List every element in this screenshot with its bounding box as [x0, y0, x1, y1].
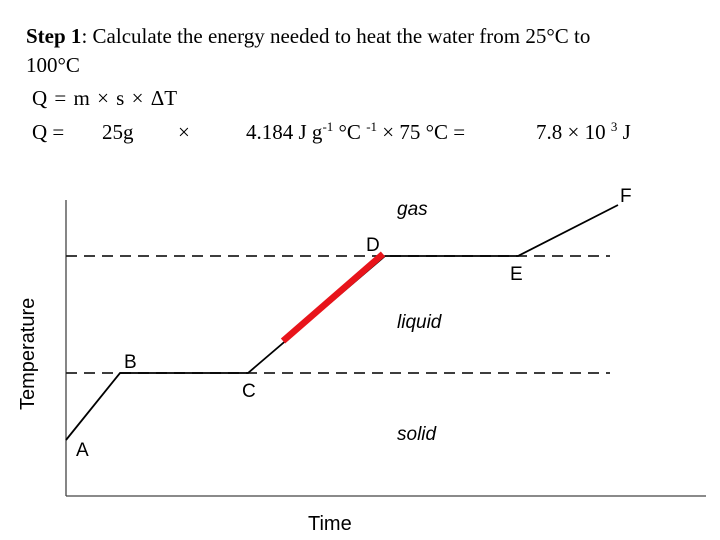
- specific-heat-mid: °C: [333, 120, 367, 144]
- calc-delta-t: 75 °C =: [399, 120, 466, 144]
- point-label-a: A: [76, 440, 89, 461]
- step-title: Step 1: Calculate the energy needed to h…: [26, 24, 590, 49]
- point-label-f: F: [620, 186, 632, 207]
- phase-label-solid: solid: [397, 424, 438, 445]
- specific-heat-exponent-2: -1: [366, 119, 378, 134]
- phase-label-gas: gas: [397, 199, 428, 220]
- step-separator: :: [81, 24, 88, 48]
- result-unit: J: [617, 120, 631, 144]
- highlighted-liquid-heating-segment: [280, 251, 386, 344]
- specific-heat-base: 4.184 J g: [246, 120, 323, 144]
- result-base: 7.8 × 10: [536, 120, 611, 144]
- y-axis-label: Temperature: [17, 298, 39, 410]
- calc-times-1: ×: [178, 120, 190, 144]
- calc-q-label: Q =: [32, 120, 65, 144]
- step-text-line2: 100°C: [26, 53, 80, 77]
- step-text-line1: Calculate the energy needed to heat the …: [87, 24, 591, 48]
- result-exponent: 3: [610, 119, 618, 134]
- calc-specific-heat-and-delta-t: 4.184 J g-1 °C -1 × 75 °C =: [246, 120, 465, 145]
- phase-label-liquid: liquid: [397, 312, 443, 333]
- point-label-e: E: [510, 264, 523, 285]
- point-label-b: B: [124, 352, 137, 373]
- step-label: Step 1: [26, 24, 82, 48]
- specific-heat-exponent-1: -1: [322, 119, 334, 134]
- heat-formula: Q = m × s × ΔT: [32, 86, 178, 110]
- heating-curve-line: [65, 204, 619, 441]
- calc-result: 7.8 × 10 3 J: [536, 120, 631, 145]
- calc-times-2: ×: [377, 120, 400, 144]
- calc-mass: 25g: [102, 120, 134, 144]
- point-label-c: C: [242, 381, 256, 402]
- x-axis-label: Time: [308, 513, 352, 535]
- point-label-d: D: [366, 235, 380, 256]
